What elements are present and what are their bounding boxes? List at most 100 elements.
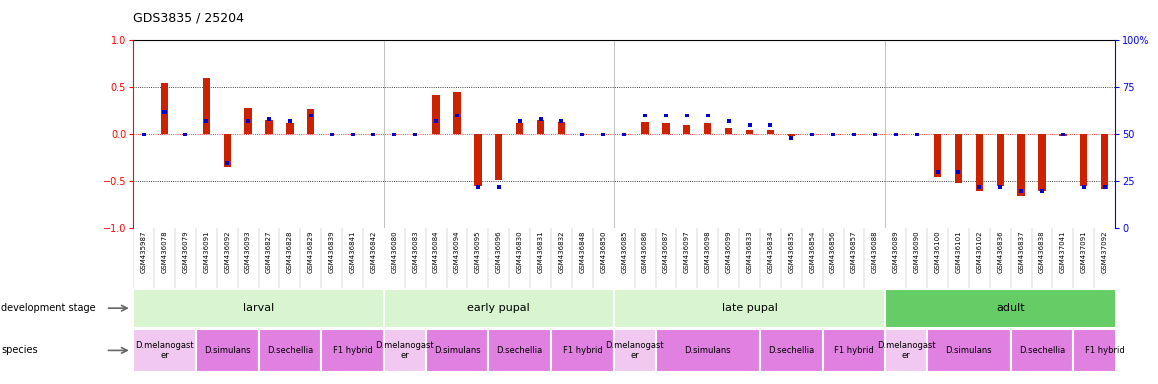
Text: GSM436083: GSM436083 bbox=[412, 230, 418, 273]
Text: D.melanogast
er: D.melanogast er bbox=[135, 341, 193, 360]
Text: GSM436827: GSM436827 bbox=[266, 230, 272, 273]
Text: GSM436101: GSM436101 bbox=[955, 230, 961, 273]
Text: GSM436078: GSM436078 bbox=[161, 230, 168, 273]
Bar bbox=[161, 83, 168, 134]
Bar bbox=[886, 329, 928, 372]
Text: F1 hybrid: F1 hybrid bbox=[834, 346, 874, 355]
Bar bbox=[767, 130, 774, 134]
Text: GSM436080: GSM436080 bbox=[391, 230, 397, 273]
Bar bbox=[496, 134, 503, 180]
Bar bbox=[915, 132, 918, 136]
Bar bbox=[928, 329, 1011, 372]
Text: D.melanogast
er: D.melanogast er bbox=[877, 341, 936, 360]
Bar bbox=[683, 125, 690, 134]
Text: larval: larval bbox=[243, 303, 274, 313]
Text: GSM436838: GSM436838 bbox=[1039, 230, 1045, 273]
Bar bbox=[558, 122, 565, 134]
Bar bbox=[476, 185, 479, 189]
Bar bbox=[726, 119, 731, 123]
Bar bbox=[852, 132, 856, 136]
Bar bbox=[1082, 185, 1086, 189]
Bar bbox=[936, 170, 939, 174]
Text: GSM436100: GSM436100 bbox=[935, 230, 940, 273]
Text: GSM436836: GSM436836 bbox=[997, 230, 1003, 273]
Text: GSM436848: GSM436848 bbox=[579, 230, 586, 273]
Bar bbox=[655, 329, 760, 372]
Bar bbox=[384, 289, 614, 328]
Bar bbox=[265, 120, 272, 134]
Text: F1 hybrid: F1 hybrid bbox=[1085, 346, 1124, 355]
Text: D.simulans: D.simulans bbox=[684, 346, 731, 355]
Bar bbox=[133, 289, 384, 328]
Text: D.melanogast
er: D.melanogast er bbox=[606, 341, 664, 360]
Bar bbox=[204, 119, 208, 123]
Text: D.melanogast
er: D.melanogast er bbox=[375, 341, 434, 360]
Bar bbox=[831, 132, 835, 136]
Text: GSM435987: GSM435987 bbox=[140, 230, 147, 273]
Bar bbox=[955, 134, 962, 183]
Bar bbox=[551, 329, 614, 372]
Text: GSM436084: GSM436084 bbox=[433, 230, 439, 273]
Text: GSM436099: GSM436099 bbox=[726, 230, 732, 273]
Bar bbox=[622, 132, 626, 136]
Bar bbox=[1101, 134, 1108, 189]
Text: D.simulans: D.simulans bbox=[204, 346, 250, 355]
Bar bbox=[307, 109, 315, 134]
Bar bbox=[330, 132, 334, 136]
Bar bbox=[162, 110, 167, 114]
Bar bbox=[537, 120, 544, 134]
Text: GSM436831: GSM436831 bbox=[537, 230, 543, 273]
Text: GSM436830: GSM436830 bbox=[516, 230, 522, 273]
Bar bbox=[580, 132, 585, 136]
Bar bbox=[642, 122, 648, 134]
Bar bbox=[664, 114, 668, 118]
Bar bbox=[748, 123, 752, 127]
Text: GSM437041: GSM437041 bbox=[1060, 230, 1065, 273]
Bar bbox=[977, 185, 981, 189]
Bar bbox=[601, 132, 606, 136]
Bar bbox=[643, 114, 647, 118]
Text: GDS3835 / 25204: GDS3835 / 25204 bbox=[133, 12, 244, 25]
Bar bbox=[684, 114, 689, 118]
Text: D.simulans: D.simulans bbox=[434, 346, 481, 355]
Bar bbox=[245, 119, 250, 123]
Bar bbox=[475, 134, 482, 186]
Bar bbox=[1080, 134, 1087, 186]
Text: F1 hybrid: F1 hybrid bbox=[563, 346, 602, 355]
Bar bbox=[662, 123, 669, 134]
Bar bbox=[288, 119, 292, 123]
Bar bbox=[704, 123, 711, 134]
Text: GSM436837: GSM436837 bbox=[1018, 230, 1024, 273]
Bar bbox=[258, 329, 321, 372]
Text: GSM436842: GSM436842 bbox=[371, 230, 376, 273]
Bar bbox=[267, 118, 271, 121]
Text: species: species bbox=[1, 345, 38, 356]
Text: GSM436835: GSM436835 bbox=[789, 230, 794, 273]
Text: D.sechellia: D.sechellia bbox=[1019, 346, 1065, 355]
Bar bbox=[1040, 189, 1045, 193]
Text: GSM436091: GSM436091 bbox=[204, 230, 210, 273]
Text: GSM436857: GSM436857 bbox=[851, 230, 857, 273]
Bar bbox=[1019, 189, 1024, 193]
Text: D.sechellia: D.sechellia bbox=[266, 346, 313, 355]
Text: GSM436088: GSM436088 bbox=[872, 230, 878, 273]
Text: D.sechellia: D.sechellia bbox=[497, 346, 543, 355]
Bar bbox=[196, 329, 258, 372]
Bar bbox=[384, 329, 426, 372]
Bar bbox=[790, 136, 793, 140]
Text: GSM436841: GSM436841 bbox=[350, 230, 356, 273]
Bar bbox=[309, 114, 313, 118]
Bar bbox=[225, 161, 229, 164]
Text: GSM436079: GSM436079 bbox=[183, 230, 189, 273]
Bar bbox=[760, 329, 822, 372]
Text: late pupal: late pupal bbox=[721, 303, 777, 313]
Bar bbox=[957, 170, 960, 174]
Bar bbox=[976, 134, 983, 191]
Bar bbox=[559, 119, 564, 123]
Text: GSM436832: GSM436832 bbox=[558, 230, 564, 273]
Text: GSM436856: GSM436856 bbox=[830, 230, 836, 273]
Bar bbox=[223, 134, 230, 167]
Bar bbox=[183, 132, 188, 136]
Bar bbox=[1039, 134, 1046, 191]
Bar bbox=[997, 134, 1004, 186]
